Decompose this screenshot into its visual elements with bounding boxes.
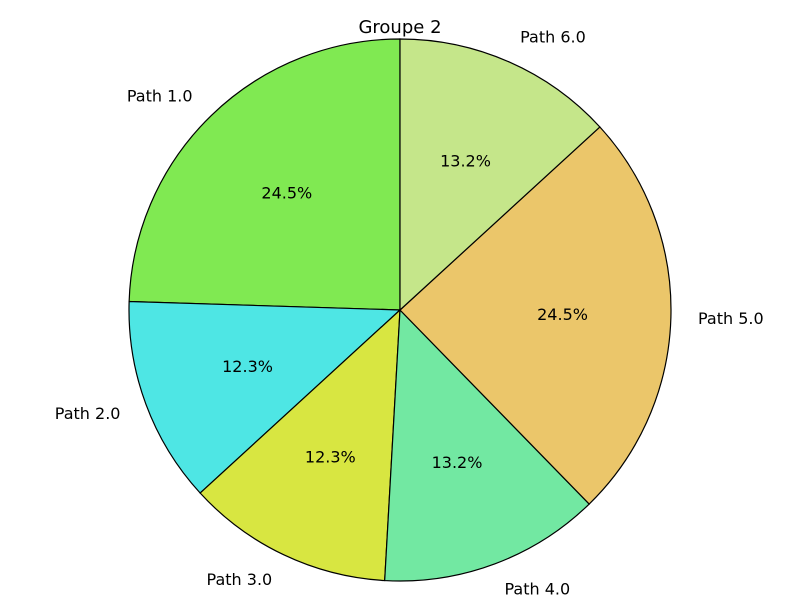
slice-label-6: Path 6.0 — [520, 28, 586, 47]
slice-label-3: Path 3.0 — [207, 570, 273, 589]
slice-label-1: Path 1.0 — [127, 86, 193, 105]
chart-title: Groupe 2 — [358, 17, 441, 38]
pie-slice-2 — [128, 300, 402, 494]
pie-slices — [128, 38, 672, 582]
slice-pct-label-4: 13.2% — [432, 453, 483, 472]
pie-labels: Path 1.0 24.5% Path 2.0 12.3% Path 3.0 12.3% P… — [55, 28, 764, 599]
slice-label-4: Path 4.0 — [504, 580, 570, 599]
slice-pct-label-5: 24.5% — [537, 305, 588, 324]
slice-pct-label-6: 13.2% — [440, 152, 491, 171]
pie-slice-6 — [399, 38, 601, 312]
pie-slice-4 — [384, 308, 591, 582]
slice-pct-label-1: 24.5% — [261, 184, 312, 203]
slice-pct-label-2: 12.3% — [222, 357, 273, 376]
pie-slice-1 — [128, 38, 401, 311]
slice-label-2: Path 2.0 — [55, 404, 121, 423]
slice-pct-label-3: 12.3% — [305, 447, 356, 466]
pie-slice-5 — [399, 126, 672, 505]
pie-slice-3 — [199, 308, 401, 582]
slice-label-5: Path 5.0 — [698, 309, 764, 328]
